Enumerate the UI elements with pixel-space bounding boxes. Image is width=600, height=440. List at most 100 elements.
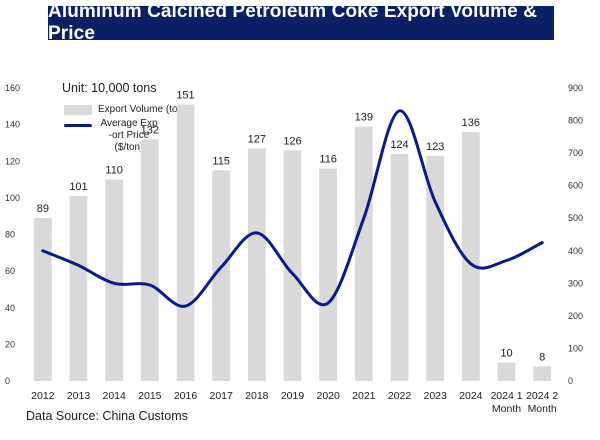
bar-value-label-13: 10 — [500, 348, 512, 360]
legend-item-bar: Export Volume (tons) — [64, 104, 191, 115]
bar-14 — [533, 366, 552, 381]
x-tick-label-line: 2019 — [281, 390, 305, 402]
left-axis-tick-1: 20 — [5, 339, 15, 349]
left-axis-tick-3: 60 — [5, 266, 15, 276]
source-note: Data Source: China Customs — [26, 409, 188, 423]
x-tick-label-14: 2024 2 Month — [526, 390, 558, 415]
bar-12 — [461, 131, 480, 381]
legend-line-label-part1: Average Exp — [100, 118, 158, 129]
bar-value-label-11: 123 — [426, 141, 444, 153]
bar-value-label-3: 132 — [141, 124, 159, 136]
left-axis-tick-0: 0 — [5, 376, 10, 386]
x-tick-label-line: 2015 — [138, 390, 162, 402]
legend-item-line: Average Exp -ort Price ($/ton) — [64, 118, 191, 154]
legend-line-swatch — [64, 124, 92, 127]
x-tick-label-line: 2012 — [31, 390, 55, 402]
right-axis-tick-8: 800 — [568, 116, 583, 126]
right-axis-tick-3: 300 — [568, 278, 583, 288]
legend: Export Volume (tons) Average Exp -ort Pr… — [64, 104, 191, 157]
x-tick-label-line: Month — [528, 403, 557, 415]
bar-8 — [319, 168, 338, 381]
bar-0 — [33, 218, 52, 381]
x-tick-label-line: 2014 — [102, 390, 126, 402]
bar-value-label-5: 115 — [212, 155, 230, 167]
left-axis-tick-2: 40 — [5, 303, 15, 313]
x-tick-label-line: 2024 2 — [526, 390, 558, 402]
left-axis: 0 20 40 60 80 100 120 140 160 — [5, 83, 20, 386]
bar-9 — [354, 126, 373, 381]
bar-value-label-12: 136 — [462, 117, 480, 129]
x-tick-label-10: 2022 — [388, 390, 412, 402]
left-axis-tick-5: 100 — [5, 193, 20, 203]
x-tick-label-line: 2016 — [174, 390, 198, 402]
bar-2 — [105, 179, 124, 381]
right-axis-tick-0: 0 — [568, 376, 573, 386]
left-axis-tick-6: 120 — [5, 156, 20, 166]
unit-label: Unit: 10,000 tons — [62, 81, 157, 95]
right-axis-tick-1: 100 — [568, 343, 583, 353]
bar-value-label-10: 124 — [390, 139, 408, 151]
bar-value-label-1: 101 — [69, 181, 87, 193]
legend-line-label-part3: ($/ton) — [114, 142, 144, 153]
bar-value-label-4: 151 — [176, 89, 194, 101]
legend-bar-label: Export Volume (tons) — [98, 104, 192, 115]
x-tick-label-line: 2018 — [245, 390, 269, 402]
right-axis-tick-6: 600 — [568, 181, 583, 191]
bar-series — [33, 104, 552, 381]
left-axis-tick-8: 160 — [5, 83, 20, 93]
bar-value-label-6: 127 — [248, 133, 266, 145]
bar-value-label-0: 89 — [37, 203, 49, 215]
bar-3 — [140, 139, 159, 381]
x-tick-label-9: 2021 — [352, 390, 376, 402]
right-axis: 0 100 200 300 400 500 600 700 800 900 — [568, 83, 583, 386]
bar-1 — [69, 196, 88, 381]
legend-bar-swatch — [64, 105, 92, 115]
right-axis-tick-5: 500 — [568, 213, 583, 223]
bar-value-label-14: 8 — [539, 351, 545, 363]
price-line-series — [41, 109, 544, 308]
bar-6 — [247, 148, 266, 381]
bar-13 — [497, 362, 516, 381]
x-tick-label-line: 2021 — [352, 390, 376, 402]
x-tick-label-line: 2024 1 — [490, 390, 522, 402]
price-line — [41, 109, 544, 308]
x-tick-label-4: 2016 — [174, 390, 198, 402]
bar-10 — [390, 153, 409, 381]
left-axis-tick-7: 140 — [5, 120, 20, 130]
x-tick-label-8: 2020 — [316, 390, 340, 402]
right-axis-tick-2: 200 — [568, 311, 583, 321]
x-axis: 2012 2013 2014 2015 2016 2017 2018 2019 2020 2021… — [31, 390, 558, 415]
x-tick-label-line: 2013 — [67, 390, 91, 402]
x-tick-label-3: 2015 — [138, 390, 162, 402]
right-axis-tick-4: 400 — [568, 246, 583, 256]
bar-5 — [212, 170, 231, 381]
chart-title: Aluminum Calcined Petroleum Coke Export … — [48, 1, 554, 44]
legend-line-label: Average Exp -ort Price ($/ton) — [98, 118, 160, 154]
bar-data-labels: 89 101 110 132 151 115 127 126 116 139 124 123 136 10… — [37, 89, 546, 363]
bar-value-label-8: 116 — [319, 154, 337, 166]
bar-4 — [176, 104, 195, 381]
x-tick-label-line: 2023 — [423, 390, 447, 402]
x-tick-label-line: 2022 — [388, 390, 412, 402]
bar-value-label-7: 126 — [283, 135, 301, 147]
x-tick-label-0: 2012 — [31, 390, 55, 402]
left-axis-tick-4: 80 — [5, 230, 15, 240]
x-tick-label-2: 2014 — [102, 390, 126, 402]
bar-value-label-9: 139 — [355, 111, 373, 123]
x-tick-label-6: 2018 — [245, 390, 269, 402]
x-tick-label-line: 2017 — [209, 390, 233, 402]
right-axis-tick-9: 900 — [568, 83, 583, 93]
x-tick-label-line: 2020 — [316, 390, 340, 402]
x-tick-label-11: 2023 — [423, 390, 447, 402]
x-tick-label-1: 2013 — [67, 390, 91, 402]
x-tick-label-7: 2019 — [281, 390, 305, 402]
x-tick-label-13: 2024 1 Month — [490, 390, 522, 415]
x-tick-label-line: 2024 — [459, 390, 483, 402]
bar-value-label-2: 110 — [105, 165, 123, 177]
x-tick-label-12: 2024 — [459, 390, 483, 402]
x-tick-label-line: Month — [492, 403, 521, 415]
bar-7 — [283, 150, 302, 381]
x-tick-label-5: 2017 — [209, 390, 233, 402]
right-axis-tick-7: 700 — [568, 148, 583, 158]
